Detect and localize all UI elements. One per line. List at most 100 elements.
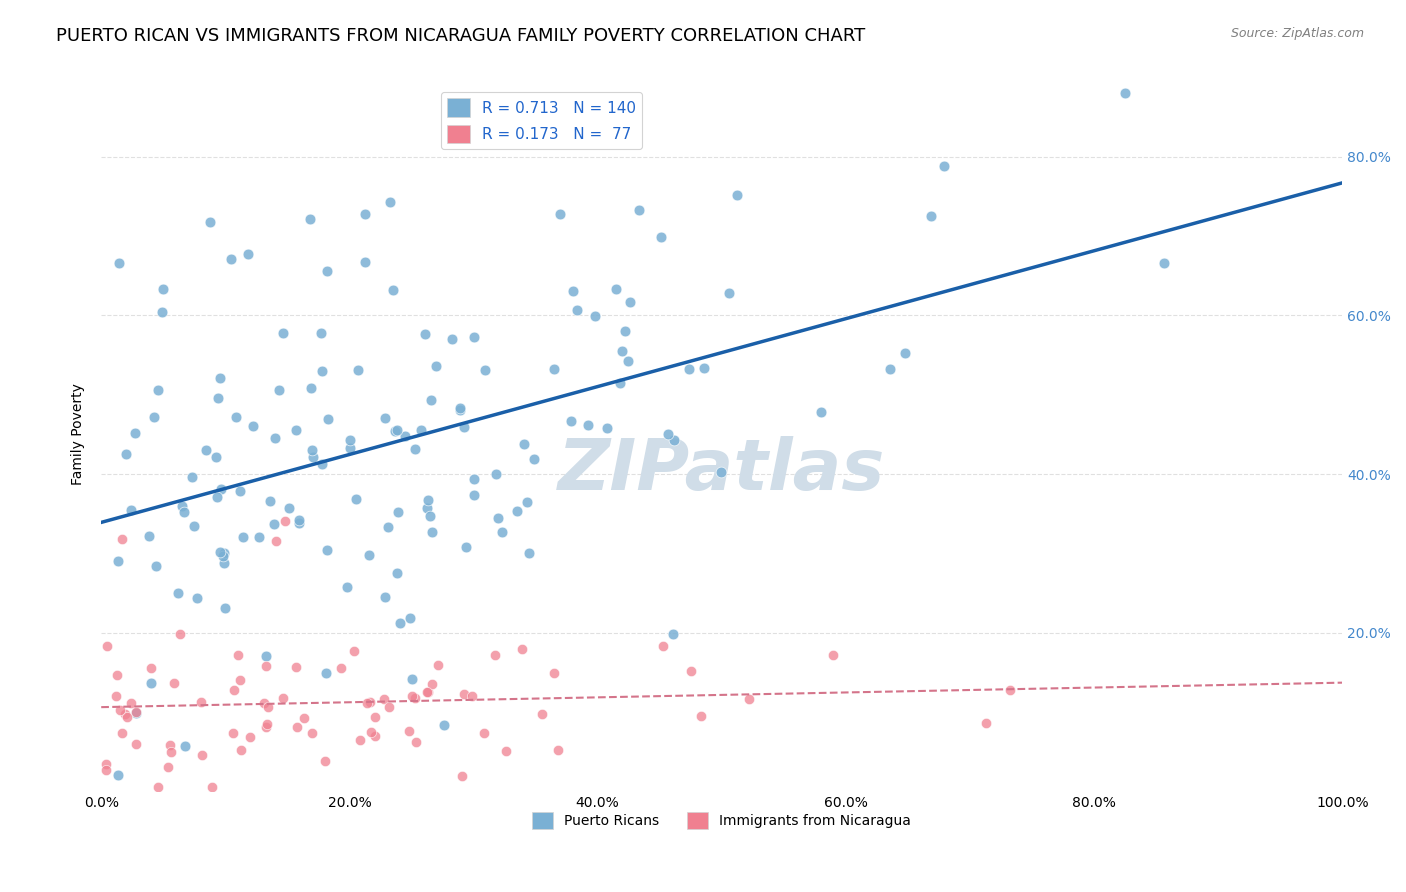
Point bbox=[356, 696, 378, 710]
Point bbox=[336, 581, 359, 595]
Point bbox=[427, 658, 450, 673]
Point bbox=[617, 354, 640, 368]
Point bbox=[378, 194, 401, 209]
Point bbox=[512, 436, 534, 450]
Point bbox=[342, 644, 364, 658]
Point bbox=[274, 514, 297, 528]
Point bbox=[96, 757, 118, 772]
Point bbox=[531, 706, 554, 721]
Point bbox=[505, 504, 527, 518]
Point bbox=[420, 677, 443, 691]
Point bbox=[387, 504, 409, 518]
Point bbox=[301, 725, 323, 739]
Point bbox=[344, 491, 367, 506]
Point bbox=[401, 672, 423, 686]
Point bbox=[664, 434, 686, 448]
Point bbox=[433, 717, 456, 731]
Point bbox=[560, 414, 582, 428]
Point bbox=[111, 725, 134, 739]
Point bbox=[678, 361, 700, 376]
Point bbox=[879, 361, 901, 376]
Point bbox=[239, 730, 262, 744]
Point bbox=[212, 545, 235, 559]
Point bbox=[385, 423, 408, 437]
Point bbox=[474, 362, 496, 376]
Point bbox=[543, 665, 565, 680]
Point bbox=[463, 488, 485, 502]
Point bbox=[287, 513, 309, 527]
Point bbox=[567, 302, 589, 317]
Point bbox=[302, 450, 325, 464]
Point bbox=[269, 383, 291, 397]
Point bbox=[613, 325, 636, 339]
Point bbox=[198, 215, 221, 229]
Point bbox=[94, 763, 117, 777]
Point bbox=[382, 283, 405, 297]
Point bbox=[285, 720, 308, 734]
Point bbox=[256, 717, 278, 731]
Point bbox=[301, 443, 323, 458]
Point bbox=[329, 661, 352, 675]
Point bbox=[998, 682, 1021, 697]
Point bbox=[440, 332, 463, 346]
Point bbox=[259, 493, 281, 508]
Point bbox=[226, 648, 249, 663]
Point bbox=[394, 429, 416, 443]
Point bbox=[449, 401, 471, 416]
Point bbox=[180, 470, 202, 484]
Point bbox=[399, 611, 422, 625]
Point bbox=[124, 425, 146, 440]
Point bbox=[209, 370, 232, 384]
Point bbox=[315, 666, 337, 681]
Point bbox=[450, 402, 472, 417]
Point bbox=[242, 419, 264, 434]
Point bbox=[738, 692, 761, 706]
Point bbox=[236, 247, 259, 261]
Point bbox=[170, 499, 193, 513]
Point bbox=[277, 500, 299, 515]
Point bbox=[167, 586, 190, 600]
Point bbox=[315, 264, 337, 278]
Point bbox=[201, 780, 224, 795]
Point bbox=[810, 405, 832, 419]
Y-axis label: Family Poverty: Family Poverty bbox=[72, 384, 86, 485]
Point bbox=[138, 529, 160, 543]
Point bbox=[619, 295, 641, 310]
Point bbox=[204, 450, 226, 465]
Point bbox=[311, 457, 333, 471]
Point bbox=[231, 743, 253, 757]
Point bbox=[1114, 87, 1136, 101]
Point bbox=[339, 441, 361, 455]
Point bbox=[311, 326, 333, 341]
Point bbox=[491, 524, 513, 539]
Point bbox=[316, 543, 339, 558]
Point bbox=[547, 742, 569, 756]
Point bbox=[416, 492, 439, 507]
Point bbox=[488, 511, 510, 525]
Point bbox=[183, 519, 205, 533]
Point bbox=[120, 502, 142, 516]
Point bbox=[516, 495, 538, 509]
Point bbox=[932, 159, 955, 173]
Point bbox=[254, 659, 277, 673]
Point bbox=[474, 726, 496, 740]
Point bbox=[254, 720, 277, 734]
Point bbox=[522, 451, 544, 466]
Point bbox=[150, 305, 173, 319]
Point bbox=[484, 648, 506, 662]
Point bbox=[205, 490, 228, 504]
Point bbox=[364, 729, 387, 743]
Point bbox=[264, 431, 287, 445]
Point bbox=[115, 710, 138, 724]
Point bbox=[416, 501, 439, 516]
Point bbox=[453, 688, 475, 702]
Point bbox=[212, 557, 235, 571]
Point bbox=[416, 685, 439, 699]
Point bbox=[349, 733, 371, 747]
Point bbox=[517, 546, 540, 560]
Point bbox=[139, 661, 162, 675]
Point bbox=[339, 433, 361, 447]
Point bbox=[689, 709, 711, 723]
Text: PUERTO RICAN VS IMMIGRANTS FROM NICARAGUA FAMILY POVERTY CORRELATION CHART: PUERTO RICAN VS IMMIGRANTS FROM NICARAGU… bbox=[56, 27, 866, 45]
Point bbox=[347, 362, 370, 376]
